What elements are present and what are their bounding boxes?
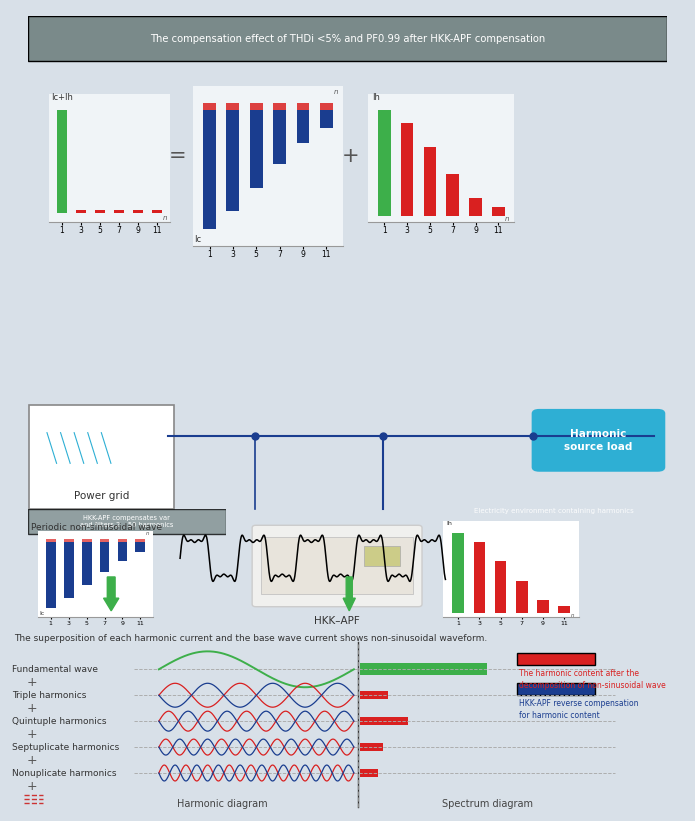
Bar bbox=[250, 103, 263, 110]
Text: +: + bbox=[26, 702, 37, 715]
Bar bbox=[297, 103, 309, 110]
Text: Ic: Ic bbox=[195, 236, 202, 245]
Bar bbox=[114, 210, 124, 213]
Text: Harmonic diagram: Harmonic diagram bbox=[177, 799, 268, 809]
FancyBboxPatch shape bbox=[364, 546, 400, 566]
FancyBboxPatch shape bbox=[28, 16, 667, 62]
Bar bbox=[452, 533, 464, 613]
Bar bbox=[273, 103, 286, 110]
Text: Quintuple harmonics: Quintuple harmonics bbox=[12, 717, 106, 726]
FancyBboxPatch shape bbox=[252, 525, 422, 607]
Bar bbox=[82, 542, 92, 585]
FancyArrow shape bbox=[343, 577, 355, 611]
Bar bbox=[203, 103, 216, 110]
FancyBboxPatch shape bbox=[516, 654, 595, 665]
FancyBboxPatch shape bbox=[516, 683, 595, 695]
Bar bbox=[360, 718, 408, 725]
FancyArrow shape bbox=[104, 577, 119, 611]
Bar bbox=[537, 599, 549, 613]
Text: Septuplicate harmonics: Septuplicate harmonics bbox=[12, 742, 119, 751]
Text: +: + bbox=[26, 676, 37, 689]
Bar bbox=[227, 103, 239, 110]
Text: Spectrum diagram: Spectrum diagram bbox=[441, 799, 532, 809]
Bar bbox=[273, 110, 286, 164]
Bar bbox=[320, 103, 333, 110]
Bar bbox=[152, 210, 162, 213]
Text: n: n bbox=[146, 531, 149, 536]
Text: Power grid: Power grid bbox=[74, 491, 129, 501]
Bar bbox=[424, 148, 436, 217]
FancyBboxPatch shape bbox=[261, 537, 413, 594]
FancyBboxPatch shape bbox=[29, 405, 174, 508]
Text: Harmonic
source load: Harmonic source load bbox=[564, 429, 632, 452]
Text: Ic: Ic bbox=[39, 612, 44, 617]
Bar bbox=[558, 606, 570, 613]
Text: Triple harmonics: Triple harmonics bbox=[12, 690, 86, 699]
Text: Nonuplicate harmonics: Nonuplicate harmonics bbox=[12, 768, 116, 777]
Text: Fundamental wave: Fundamental wave bbox=[12, 665, 98, 674]
Text: =: = bbox=[168, 146, 186, 166]
Bar bbox=[82, 539, 92, 542]
Text: Periodic non-sinusoidal wave: Periodic non-sinusoidal wave bbox=[31, 523, 163, 531]
Text: +: + bbox=[342, 146, 360, 166]
Text: +: + bbox=[26, 727, 37, 741]
Bar bbox=[46, 539, 56, 542]
Text: Ih: Ih bbox=[447, 521, 452, 525]
Bar bbox=[57, 110, 67, 213]
Text: +: + bbox=[26, 754, 37, 767]
Bar bbox=[227, 110, 239, 211]
Bar bbox=[133, 210, 143, 213]
Text: The superposition of each harmonic current and the base wave current shows non-s: The superposition of each harmonic curre… bbox=[14, 634, 487, 643]
Text: HKK-APF compensates var
and filters 2 – 50 harmonics: HKK-APF compensates var and filters 2 – … bbox=[80, 515, 174, 529]
Bar bbox=[360, 691, 388, 699]
FancyBboxPatch shape bbox=[28, 509, 226, 534]
Bar bbox=[492, 207, 505, 217]
Bar bbox=[516, 581, 528, 613]
Bar bbox=[46, 542, 56, 608]
Bar bbox=[203, 110, 216, 229]
Text: n: n bbox=[334, 89, 338, 95]
FancyBboxPatch shape bbox=[532, 409, 665, 472]
Text: The harmonic content after the
decomposition of non-sinusoidal wave: The harmonic content after the decomposi… bbox=[518, 669, 665, 690]
Bar bbox=[360, 769, 377, 777]
Text: HKK–APF: HKK–APF bbox=[314, 616, 360, 626]
Bar bbox=[136, 542, 145, 552]
Bar bbox=[297, 110, 309, 144]
Bar bbox=[117, 539, 127, 542]
Bar bbox=[320, 110, 333, 128]
Bar bbox=[99, 539, 109, 542]
Bar bbox=[95, 210, 105, 213]
Text: Ic+Ih: Ic+Ih bbox=[51, 93, 74, 102]
Bar bbox=[469, 199, 482, 217]
Bar bbox=[99, 542, 109, 572]
Bar bbox=[495, 561, 507, 613]
Bar bbox=[117, 542, 127, 561]
Text: The compensation effect of THDi <5% and PF0.99 after HKK-APF compensation: The compensation effect of THDi <5% and … bbox=[150, 34, 545, 44]
Bar bbox=[64, 539, 74, 542]
Bar bbox=[446, 174, 459, 217]
Text: n: n bbox=[163, 214, 167, 221]
Bar bbox=[360, 663, 487, 676]
Text: n: n bbox=[505, 216, 509, 222]
Bar bbox=[401, 123, 414, 217]
Bar bbox=[64, 542, 74, 598]
Text: Ih: Ih bbox=[372, 93, 379, 102]
Bar bbox=[378, 110, 391, 217]
Bar bbox=[473, 543, 485, 613]
Text: HKK-APF reverse compensation
for harmonic content: HKK-APF reverse compensation for harmoni… bbox=[518, 699, 638, 720]
Bar bbox=[76, 210, 86, 213]
Bar bbox=[250, 110, 263, 188]
Text: n: n bbox=[571, 612, 574, 617]
Bar bbox=[136, 539, 145, 542]
Bar bbox=[360, 743, 383, 751]
Text: Electricity environment containing harmonics: Electricity environment containing harmo… bbox=[475, 508, 634, 514]
Text: +: + bbox=[26, 781, 37, 793]
